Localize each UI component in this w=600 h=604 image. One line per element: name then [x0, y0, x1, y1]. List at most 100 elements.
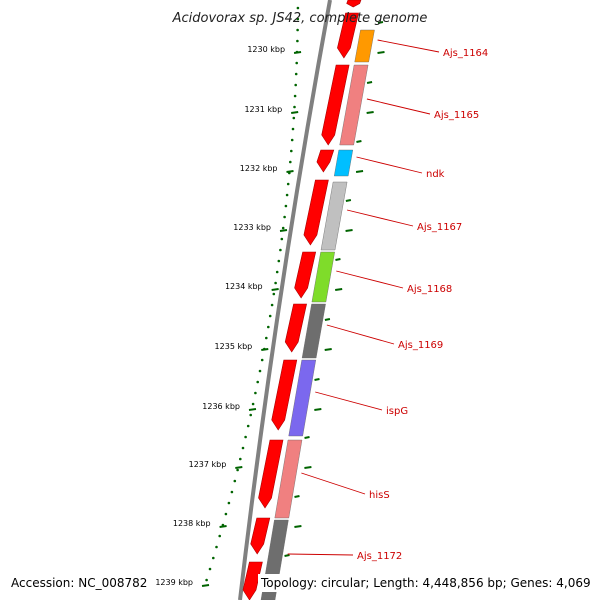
ring-minor-tick: [304, 436, 310, 439]
scale-dot: [292, 116, 296, 120]
gene-block[interactable]: [333, 149, 354, 177]
cds-arrow: [321, 64, 350, 146]
gene-label[interactable]: Ajs_1167: [417, 222, 462, 233]
kbp-label: 1234 kbp: [225, 282, 263, 291]
scale-dot: [254, 391, 257, 395]
ring-tick: [335, 288, 343, 291]
scale-dot: [277, 259, 281, 263]
scale-dot: [260, 358, 264, 362]
scale-dot: [285, 193, 289, 197]
ring-minor-tick: [366, 81, 373, 84]
kbp-label: 1233 kbp: [233, 223, 271, 232]
kbp-label: 1238 kbp: [173, 519, 211, 528]
scale-dot: [295, 61, 299, 65]
kbp-label: 1232 kbp: [240, 164, 278, 173]
gene-label[interactable]: ispG: [386, 406, 408, 417]
gene-label[interactable]: Ajs_1164: [443, 48, 488, 59]
gene-label-connector: [366, 98, 431, 115]
gene-label[interactable]: hisS: [369, 490, 390, 501]
cds-arrow: [258, 439, 284, 509]
gene-block[interactable]: [274, 439, 303, 519]
ring-minor-tick: [284, 554, 290, 557]
ring-tick: [345, 229, 353, 232]
accession-label: Accession: NC_008782: [8, 574, 151, 592]
gene-label-connector: [336, 270, 404, 289]
kbp-label: 1239 kbp: [155, 578, 193, 587]
scale-tick: [286, 170, 294, 173]
scale-dot: [236, 468, 239, 472]
kbp-label: 1236 kbp: [202, 402, 240, 411]
ring-minor-tick: [294, 495, 300, 498]
scale-tick: [293, 51, 302, 54]
gene-block[interactable]: [320, 181, 348, 251]
gene-label-connector: [356, 156, 423, 174]
gene-block[interactable]: [301, 303, 326, 359]
kbp-label: 1237 kbp: [189, 460, 227, 469]
gene-label[interactable]: Ajs_1165: [434, 110, 479, 121]
gene-block[interactable]: [339, 64, 369, 146]
scale-tick: [279, 229, 288, 232]
scale-dot: [270, 303, 274, 307]
gene-label[interactable]: Ajs_1172: [357, 551, 402, 562]
scale-tick: [271, 288, 279, 291]
gene-block[interactable]: [288, 359, 317, 437]
scale-ticks: 1230 kbp 1231 kbp 1232 kbp 1233 kbp 1234 kbp…: [155, 21, 385, 587]
scale-dot: [244, 435, 247, 439]
gene-label-connector: [346, 209, 414, 227]
scale-dot: [233, 479, 237, 483]
scale-dot: [239, 457, 242, 461]
scale-dot: [293, 94, 297, 98]
scale-dot: [246, 424, 250, 428]
scale-dot: [258, 369, 262, 373]
cds-arrow: [271, 359, 298, 431]
scale-dot: [241, 446, 245, 450]
scale-dot: [294, 83, 298, 87]
scale-dot: [249, 413, 252, 417]
cds-arrows: [242, 0, 362, 601]
ring-minor-tick: [377, 21, 384, 24]
scale-dot: [280, 237, 284, 241]
cds-arrow: [337, 12, 359, 59]
scale-dot: [283, 215, 286, 219]
scale-dot: [296, 28, 299, 32]
scale-dot: [227, 501, 231, 505]
ring-minor-tick: [356, 140, 362, 143]
gene-label[interactable]: ndk: [426, 169, 445, 180]
scale-dot: [212, 556, 215, 560]
gene-block[interactable]: [354, 29, 375, 63]
scale-dot: [296, 17, 300, 21]
gene-label[interactable]: Ajs_1168: [407, 284, 452, 295]
scale-dot: [215, 545, 218, 549]
ring-tick: [355, 170, 364, 173]
scale-dot: [251, 402, 255, 406]
scale-tick: [235, 466, 243, 469]
ring-tick: [294, 525, 302, 528]
scale-dot: [272, 292, 276, 296]
gene-label-connector: [301, 472, 366, 495]
cds-arrow: [346, 0, 362, 8]
ring-tick: [314, 408, 322, 411]
ring-minor-tick: [314, 378, 320, 381]
scale-dot: [296, 39, 299, 43]
cds-arrow: [242, 561, 263, 601]
gene-block[interactable]: [311, 251, 335, 303]
cds-arrow: [303, 179, 329, 246]
kbp-label: 1230 kbp: [247, 45, 285, 54]
cds-arrow: [250, 517, 271, 555]
scale-tick: [219, 525, 227, 528]
cds-arrow: [294, 251, 317, 299]
gene-label[interactable]: Ajs_1169: [398, 340, 443, 351]
kbp-label: 1235 kbp: [215, 342, 253, 351]
scale-dot: [290, 149, 293, 153]
scale-tick: [291, 111, 299, 114]
scale-dot: [205, 578, 208, 582]
scale-dot: [224, 512, 228, 516]
cds-arrow: [316, 149, 335, 173]
scale-dot: [293, 105, 296, 109]
scale-dot: [208, 567, 212, 571]
scale-dot: [291, 127, 295, 131]
ring-minor-tick: [345, 199, 352, 202]
dotted-scale-line: [205, 6, 300, 582]
